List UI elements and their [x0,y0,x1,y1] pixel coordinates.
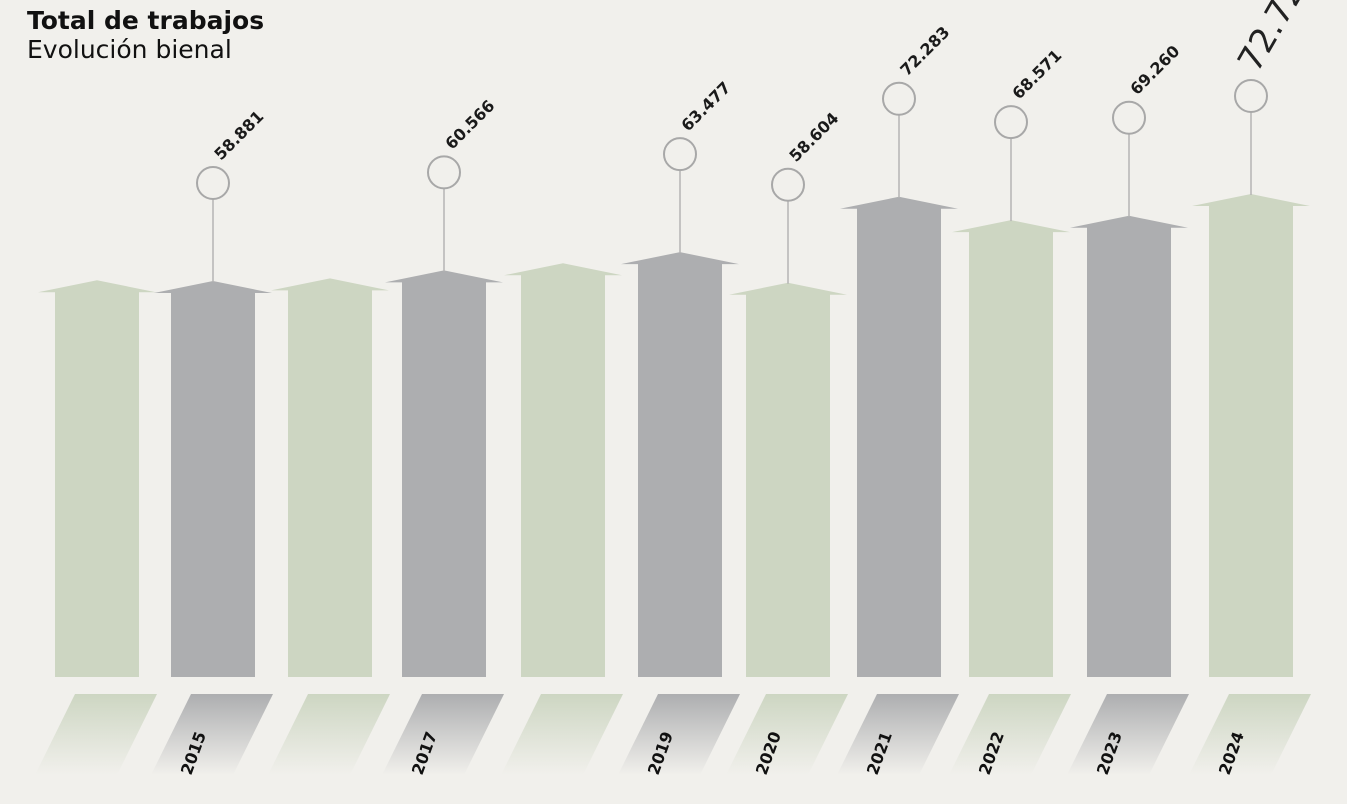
bar-2021 [840,196,958,677]
value-label-2015: 58.881 [210,107,267,164]
value-label-2022: 68.571 [1008,46,1065,103]
value-label-2023: 69.260 [1126,41,1183,98]
chart-title: Total de trabajos [27,6,265,35]
base-tile [726,694,848,775]
value-marker-circle [994,105,1028,140]
base-tile [382,694,504,775]
value-marker-circle [882,81,916,116]
value-label-2021: 72.283 [896,22,953,79]
bar-2015 [154,281,272,677]
bar-unlabeled-4 [504,263,622,677]
base-tile [151,694,273,775]
value-marker-circle [1112,100,1146,135]
base-tile [268,694,390,775]
value-marker-circle [427,155,461,190]
bar-2022 [952,220,1070,677]
base-tile [618,694,740,775]
bar-2024 [1192,194,1310,677]
base-tile [35,694,157,775]
base-tile [1189,694,1311,775]
bar-2019 [621,252,739,677]
base-tile [1067,694,1189,775]
value-label-2017: 60.566 [441,96,498,153]
chart-header: Total de trabajos Evolución bienal [27,6,264,64]
chart-subtitle: Evolución bienal [27,35,232,64]
bar-unlabeled-2 [271,278,389,677]
value-label-2019: 63.477 [677,78,734,135]
base-tile [949,694,1071,775]
bar-2017 [385,270,503,677]
value-label-2024: 72.723 [1230,0,1324,79]
bar-2020 [729,282,847,677]
value-marker-circle [196,166,230,200]
value-marker-circle [663,137,697,172]
value-marker-circle [771,167,805,202]
value-label-2020: 58.604 [785,108,842,165]
base-tile [501,694,623,775]
bar-unlabeled-0 [38,280,156,677]
value-marker-circle [1234,79,1268,113]
base-tile [837,694,959,775]
bar-2023 [1070,215,1188,677]
